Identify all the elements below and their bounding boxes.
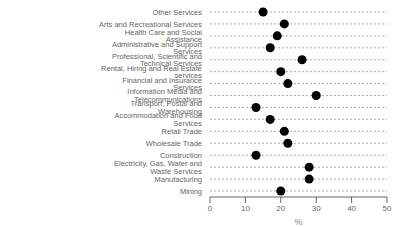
svg-text:30: 30 <box>312 204 321 213</box>
svg-text:20: 20 <box>276 204 285 213</box>
svg-text:Electricity, Gas, Water andWas: Electricity, Gas, Water andWaste Service… <box>114 159 202 176</box>
svg-text:Retail Trade: Retail Trade <box>162 127 202 136</box>
svg-text:0: 0 <box>208 204 213 213</box>
svg-text:Manufacturing: Manufacturing <box>154 175 202 184</box>
svg-text:%: % <box>294 217 302 227</box>
svg-text:Wholesale Trade: Wholesale Trade <box>146 139 202 148</box>
svg-text:Mining: Mining <box>180 187 202 196</box>
svg-text:10: 10 <box>241 204 250 213</box>
svg-text:50: 50 <box>383 204 389 213</box>
svg-text:Accommodation and FoodServices: Accommodation and FoodServices <box>114 111 202 128</box>
svg-text:40: 40 <box>347 204 356 213</box>
svg-text:Other Services: Other Services <box>152 8 202 17</box>
